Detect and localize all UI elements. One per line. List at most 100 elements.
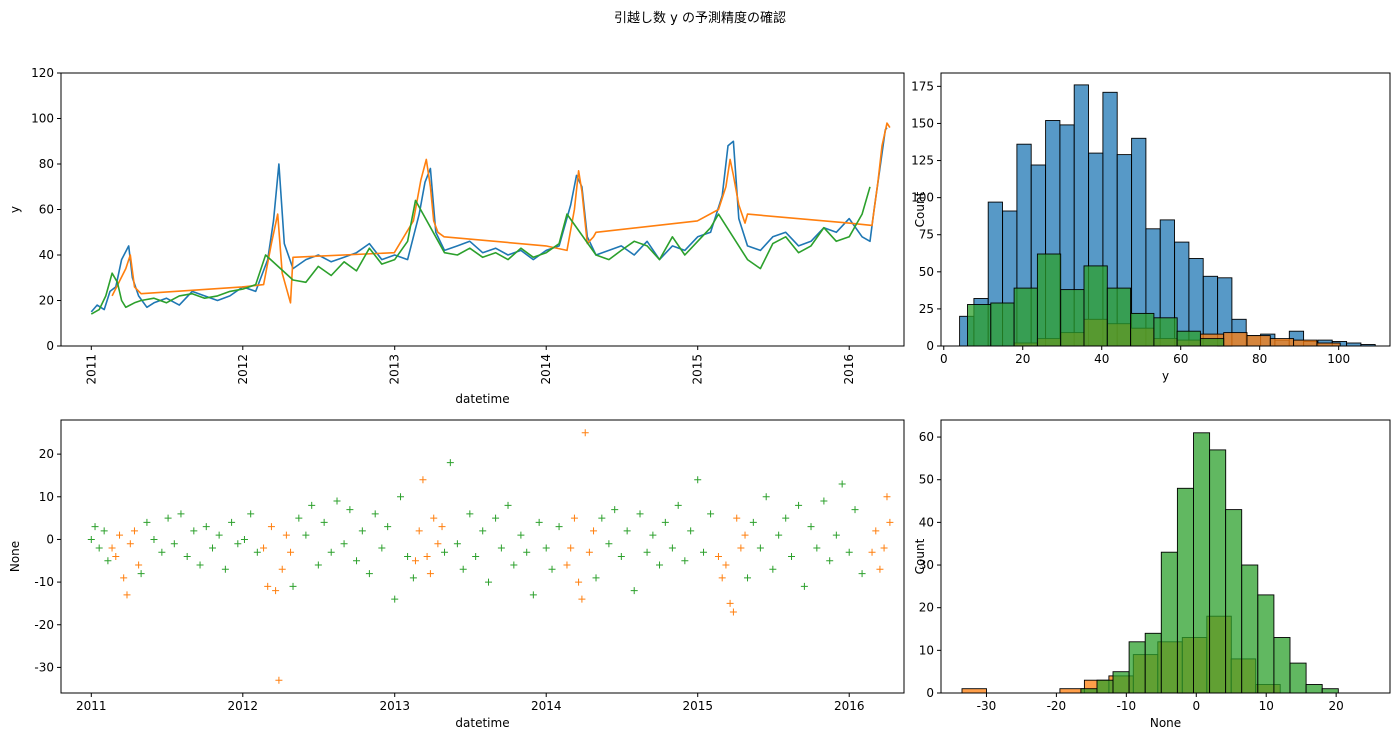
scatter-point — [346, 506, 354, 514]
histogram-bar — [1269, 338, 1295, 347]
histogram-bar — [1199, 338, 1225, 347]
series-line-0 — [90, 127, 888, 313]
scatter-point — [788, 553, 796, 560]
y-tick-label: 20 — [39, 447, 54, 461]
scatter-point — [260, 544, 268, 552]
scatter-point — [120, 574, 128, 582]
x-tick-label: 2014 — [539, 354, 553, 385]
y-tick-label: 50 — [919, 265, 934, 279]
y-axis-label: Count — [913, 191, 927, 227]
scatter-point — [674, 501, 682, 509]
x-tick-label: 60 — [1173, 352, 1188, 366]
scatter-point — [177, 510, 185, 518]
y-tick-label: 60 — [39, 203, 54, 217]
x-axis-label: None — [1150, 716, 1181, 730]
y-tick-label: 120 — [31, 66, 54, 80]
scatter-point — [302, 531, 310, 539]
y-tick-label: 100 — [911, 191, 934, 205]
histogram-bar — [1144, 632, 1162, 694]
scatter-point — [314, 561, 322, 569]
histogram-bar — [1160, 551, 1178, 694]
plot-area — [87, 429, 894, 684]
scatter-point — [617, 553, 625, 560]
y-tick-label: -30 — [34, 660, 54, 674]
scatter-point — [253, 548, 261, 556]
scatter-point — [441, 548, 449, 556]
scatter-point — [623, 527, 631, 535]
scatter-point — [150, 535, 158, 543]
scatter-point — [749, 518, 757, 526]
histogram-bar — [967, 304, 992, 347]
scatter-point — [605, 540, 613, 548]
x-tick-label: 2015 — [682, 699, 713, 713]
scatter-point — [826, 557, 834, 565]
scatter-point — [137, 570, 145, 578]
scatter-point — [112, 553, 120, 560]
scatter-point — [630, 587, 638, 595]
scatter-point — [838, 480, 846, 488]
scatter-point — [523, 548, 531, 556]
scatter-point — [91, 523, 99, 531]
scatter-point — [832, 531, 840, 539]
scatter-point — [611, 506, 619, 514]
axes-frame — [940, 72, 1391, 347]
scatter-point — [95, 544, 103, 552]
y-tick-label: 0 — [46, 532, 54, 546]
scatter-point — [581, 429, 589, 437]
scatter-point — [190, 527, 198, 535]
x-tick-label: -10 — [1117, 699, 1137, 713]
bottom-left-chart: 2011 2012 2013 2014 2015 2016 -30 -20 -10 0 10 20 da… — [8, 419, 905, 730]
scatter-point — [726, 599, 734, 607]
scatter-point — [143, 518, 151, 526]
y-tick-label: 150 — [911, 116, 934, 130]
x-tick-label: 0 — [1192, 699, 1200, 713]
scatter-point — [430, 514, 438, 522]
y-tick-label: 100 — [31, 112, 54, 126]
scatter-point — [542, 544, 550, 552]
figure-title: 引越し数 y の予測精度の確認 — [614, 10, 786, 26]
scatter-point — [661, 518, 669, 526]
plot-area — [90, 122, 891, 315]
histogram-bar — [1193, 432, 1211, 694]
scatter-point — [585, 548, 593, 556]
scatter-point — [741, 531, 749, 539]
y-tick-label: 20 — [39, 294, 54, 308]
scatter-point — [358, 527, 366, 535]
scatter-point — [535, 518, 543, 526]
histogram-bar — [1293, 339, 1318, 347]
scatter-point — [656, 561, 664, 569]
x-axis-label: y — [1162, 369, 1169, 383]
histogram-bar — [1060, 289, 1085, 347]
scatter-point — [409, 574, 417, 582]
scatter-point — [240, 535, 248, 543]
histogram-bar — [1106, 287, 1132, 347]
scatter-point — [769, 565, 777, 573]
scatter-point — [378, 544, 386, 552]
scatter-point — [221, 565, 229, 573]
scatter-point — [397, 493, 405, 501]
x-tick-label: 2012 — [228, 699, 259, 713]
scatter-point — [762, 493, 770, 501]
x-tick-label: 2014 — [531, 699, 562, 713]
y-axis-label: y — [8, 206, 22, 213]
x-tick-label: 40 — [1094, 352, 1109, 366]
scatter-point — [453, 540, 461, 548]
scatter-point — [756, 544, 764, 552]
histogram-bar — [1153, 317, 1178, 347]
scatter-point — [108, 544, 116, 552]
x-tick-label: 2013 — [379, 699, 410, 713]
x-tick-label: 10 — [1259, 699, 1274, 713]
scatter-point — [170, 540, 178, 548]
x-tick-label: 2012 — [236, 354, 250, 385]
scatter-point — [247, 510, 255, 518]
scatter-point — [714, 553, 722, 560]
histogram-bar — [1209, 449, 1227, 694]
x-tick-label: 2016 — [842, 354, 856, 385]
scatter-point — [744, 574, 752, 582]
scatter-point — [668, 544, 676, 552]
scatter-point — [718, 574, 726, 582]
scatter-point — [590, 527, 598, 535]
y-tick-label: 75 — [919, 228, 934, 242]
scatter-point — [782, 514, 790, 522]
top-right-chart: 0 20 40 60 80 100 0 25 50 75 100 125 150 175 y Count — [911, 72, 1391, 383]
